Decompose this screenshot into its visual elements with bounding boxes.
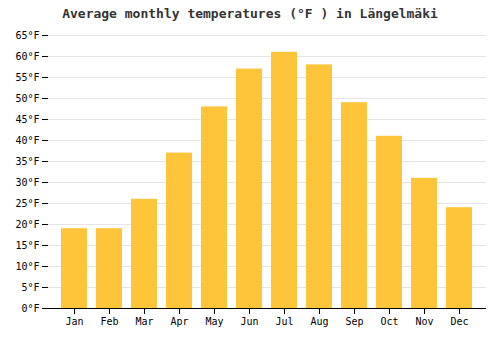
svg-text:35°F: 35°F [15,156,39,167]
svg-text:15°F: 15°F [15,240,39,251]
svg-text:10°F: 10°F [15,261,39,272]
svg-text:55°F: 55°F [15,72,39,83]
svg-text:Apr: Apr [170,316,188,327]
svg-text:5°F: 5°F [21,282,39,293]
svg-text:Mar: Mar [135,316,153,327]
svg-text:Dec: Dec [450,316,468,327]
html-text:Average monthly temperatures (: Average monthly temperatures (°F ) in Lä… [62,6,438,21]
svg-text:Oct: Oct [380,316,398,327]
svg-text:Jul: Jul [275,316,293,327]
svg-text:Aug: Aug [310,316,328,327]
svg-text:40°F: 40°F [15,135,39,146]
svg-text:Feb: Feb [100,316,118,327]
svg-text:60°F: 60°F [15,51,39,62]
svg-text:20°F: 20°F [15,219,39,230]
svg-text:Nov: Nov [415,316,433,327]
svg-text:25°F: 25°F [15,198,39,209]
svg-text:30°F: 30°F [15,177,39,188]
svg-text:65°F: 65°F [15,30,39,41]
svg-text:Jun: Jun [240,316,258,327]
svg-text:50°F: 50°F [15,93,39,104]
svg-text:45°F: 45°F [15,114,39,125]
svg-text:0°F: 0°F [21,303,39,314]
svg-text:Sep: Sep [345,316,363,327]
svg-text:May: May [205,316,223,327]
svg-text:Jan: Jan [65,316,83,327]
